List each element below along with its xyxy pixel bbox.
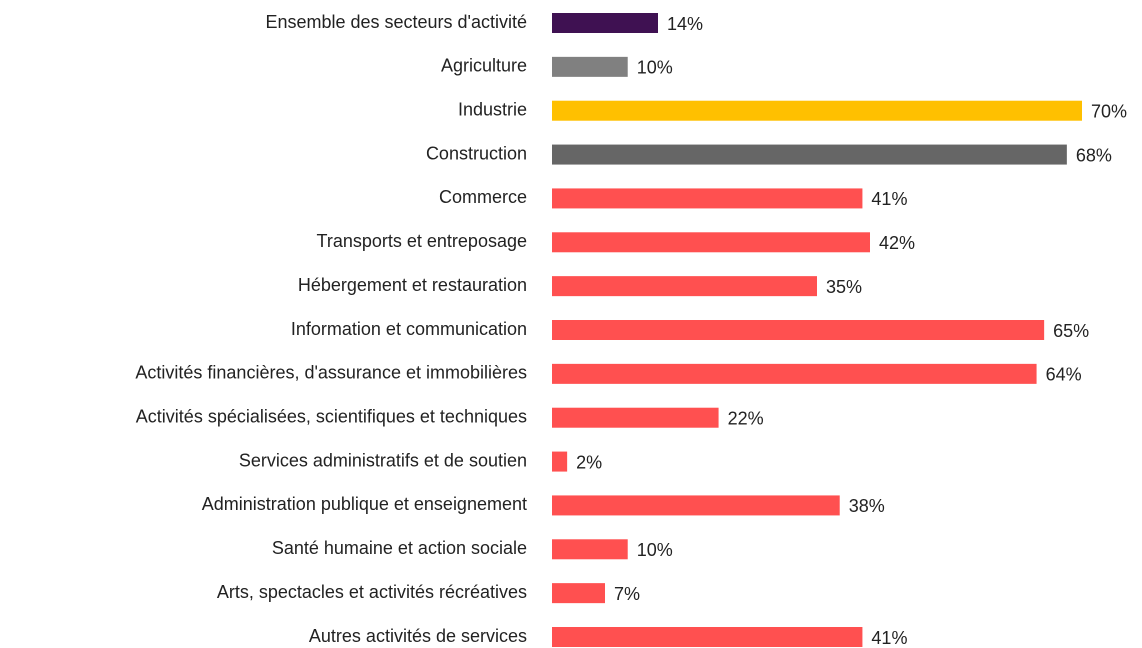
category-label: Santé humaine et action sociale [272,538,527,558]
value-label: 2% [576,452,602,472]
bar [552,232,870,253]
bar [552,56,628,77]
category-label: Autres activités de services [309,626,527,646]
bar [552,363,1037,384]
value-label: 64% [1046,365,1082,385]
value-label: 38% [849,496,885,516]
bar [552,451,568,472]
category-label: Ensemble des secteurs d'activité [265,12,527,32]
value-label: 41% [871,628,907,648]
value-label: 41% [871,189,907,209]
bar [552,276,817,297]
bar [552,144,1067,165]
category-label: Industrie [458,99,527,119]
value-label: 10% [637,540,673,560]
bar [552,13,658,33]
bar [552,539,628,560]
category-label: Agriculture [441,56,527,76]
category-label: Administration publique et enseignement [202,494,527,514]
value-label: 70% [1091,101,1127,121]
bar [552,583,605,604]
bar [552,627,863,647]
value-label: 65% [1053,321,1089,341]
bar [552,188,863,209]
value-label: 22% [728,408,764,428]
category-label: Activités spécialisées, scientifiques et… [136,406,527,426]
category-label: Transports et entreposage [317,231,527,251]
category-label: Services administratifs et de soutien [239,450,527,470]
value-label: 10% [637,58,673,78]
bar [552,407,719,428]
category-label: Activités financières, d'assurance et im… [135,363,527,383]
bar [552,320,1045,340]
bar [552,495,840,516]
category-label: Commerce [439,187,527,207]
category-label: Arts, spectacles et activités récréative… [217,582,527,602]
category-label: Information et communication [291,319,527,339]
value-label: 7% [614,584,640,604]
bar [552,100,1082,121]
category-label: Hébergement et restauration [298,275,527,295]
category-label: Construction [426,143,527,163]
value-label: 35% [826,277,862,297]
value-label: 68% [1076,145,1112,165]
value-label: 42% [879,233,915,253]
value-label: 14% [667,14,703,34]
